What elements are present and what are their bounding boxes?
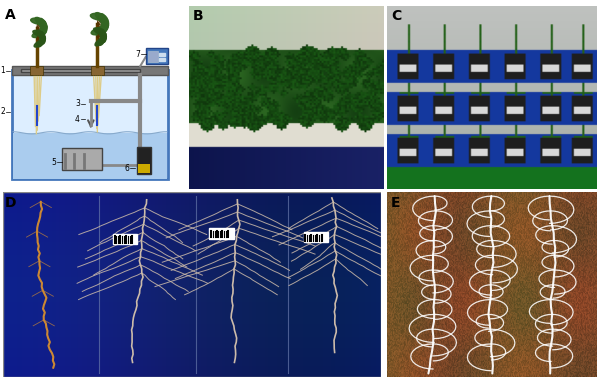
Text: 5: 5 — [51, 158, 56, 166]
Ellipse shape — [33, 30, 44, 37]
Bar — [160, 53, 165, 56]
Ellipse shape — [37, 26, 47, 38]
Ellipse shape — [95, 13, 109, 24]
Bar — [12, 70, 168, 179]
Ellipse shape — [91, 13, 107, 20]
Bar — [148, 51, 158, 62]
Text: 1: 1 — [0, 66, 5, 75]
Ellipse shape — [31, 18, 46, 24]
Ellipse shape — [100, 29, 106, 42]
Ellipse shape — [40, 32, 45, 44]
Text: B: B — [193, 10, 203, 23]
Text: A: A — [5, 8, 16, 22]
Ellipse shape — [35, 18, 47, 28]
Bar — [146, 48, 168, 64]
Ellipse shape — [95, 37, 106, 46]
Bar — [62, 148, 102, 170]
Ellipse shape — [96, 23, 109, 35]
Ellipse shape — [101, 18, 108, 34]
Ellipse shape — [40, 18, 47, 32]
Ellipse shape — [94, 28, 106, 35]
Bar — [137, 164, 151, 173]
Bar — [137, 147, 151, 174]
Bar — [22, 69, 140, 72]
Bar — [304, 232, 328, 242]
Text: E: E — [391, 196, 401, 210]
Ellipse shape — [100, 14, 108, 29]
Bar — [13, 133, 167, 179]
Text: 3: 3 — [75, 99, 80, 108]
Ellipse shape — [40, 21, 46, 36]
Text: 2: 2 — [0, 107, 5, 116]
Ellipse shape — [97, 28, 106, 38]
Bar — [160, 58, 165, 61]
Ellipse shape — [38, 36, 46, 47]
Bar — [31, 66, 43, 75]
Ellipse shape — [32, 30, 46, 38]
Text: 6: 6 — [124, 164, 129, 173]
Bar — [209, 229, 233, 239]
Ellipse shape — [34, 40, 45, 47]
Ellipse shape — [99, 33, 106, 45]
Ellipse shape — [91, 27, 107, 35]
Text: C: C — [391, 10, 401, 23]
Bar — [12, 66, 168, 75]
Ellipse shape — [37, 30, 46, 40]
Text: 7: 7 — [136, 50, 140, 59]
Text: 4: 4 — [75, 115, 80, 123]
Bar — [113, 234, 137, 244]
Text: D: D — [5, 196, 16, 210]
Bar — [91, 66, 104, 75]
